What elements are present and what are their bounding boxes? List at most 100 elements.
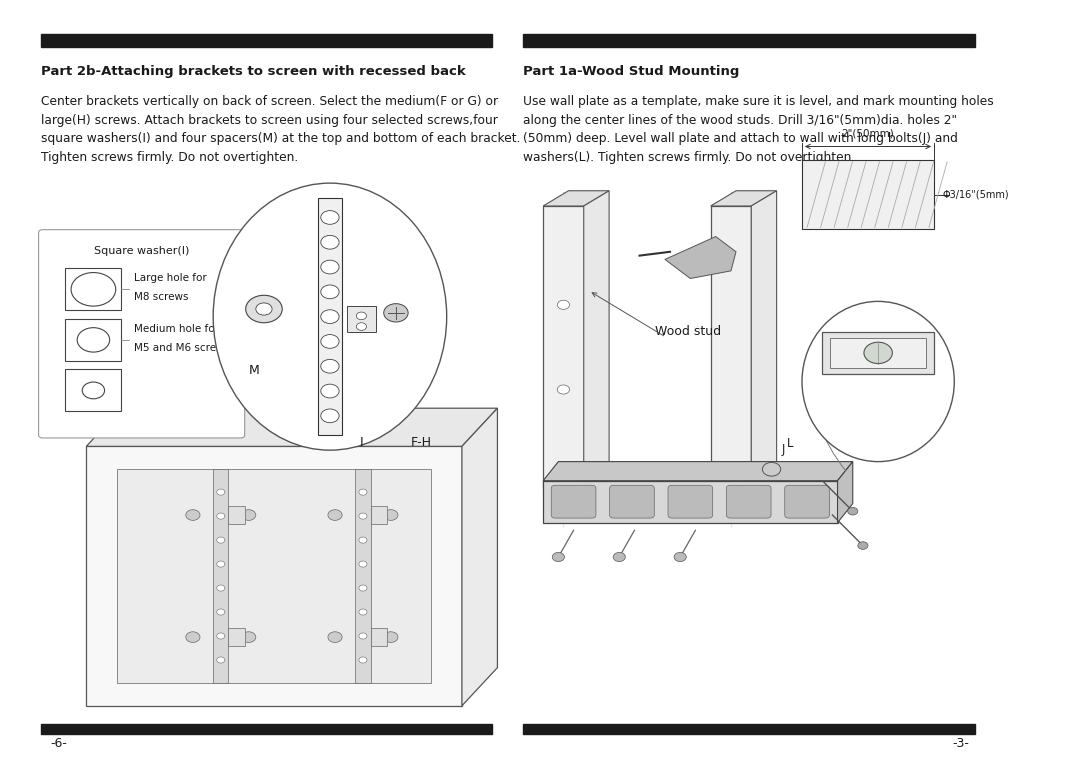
- Circle shape: [858, 542, 868, 549]
- Polygon shape: [543, 462, 853, 481]
- Bar: [66, 269, 121, 311]
- Ellipse shape: [213, 183, 447, 450]
- Text: F-H: F-H: [411, 436, 432, 449]
- Text: Medium hole for: Medium hole for: [134, 324, 219, 333]
- Circle shape: [557, 385, 569, 394]
- Text: Wood stud: Wood stud: [654, 325, 721, 339]
- Bar: [41, 724, 492, 734]
- Text: M5 and M6 screws: M5 and M6 screws: [134, 343, 230, 353]
- Text: M8 screws: M8 screws: [134, 292, 189, 302]
- Text: Large hole for: Large hole for: [134, 273, 206, 283]
- Circle shape: [217, 561, 225, 567]
- Circle shape: [71, 272, 116, 306]
- Text: Use wall plate as a template, make sure it is level, and mark mounting holes
alo: Use wall plate as a template, make sure …: [523, 95, 994, 164]
- Polygon shape: [462, 408, 498, 706]
- Circle shape: [217, 609, 225, 615]
- Circle shape: [356, 312, 366, 320]
- Circle shape: [552, 552, 565, 562]
- FancyBboxPatch shape: [609, 485, 654, 518]
- Circle shape: [356, 323, 366, 330]
- Circle shape: [245, 295, 282, 323]
- Polygon shape: [543, 191, 609, 206]
- Ellipse shape: [802, 301, 955, 462]
- FancyBboxPatch shape: [727, 485, 771, 518]
- Circle shape: [359, 609, 367, 615]
- Bar: [831, 338, 926, 368]
- Text: -6-: -6-: [51, 737, 68, 751]
- FancyBboxPatch shape: [669, 485, 713, 518]
- Bar: [523, 34, 974, 47]
- Bar: [228, 628, 245, 646]
- Polygon shape: [837, 462, 853, 523]
- Circle shape: [186, 510, 200, 520]
- Circle shape: [321, 359, 339, 373]
- Circle shape: [82, 382, 105, 399]
- Circle shape: [321, 285, 339, 299]
- Circle shape: [359, 633, 367, 639]
- Bar: [41, 34, 492, 47]
- Bar: [822, 332, 934, 374]
- Polygon shape: [665, 237, 735, 278]
- Circle shape: [359, 513, 367, 519]
- Bar: [318, 198, 342, 435]
- Circle shape: [359, 561, 367, 567]
- Bar: [543, 206, 583, 488]
- Circle shape: [321, 310, 339, 324]
- Circle shape: [217, 657, 225, 663]
- Circle shape: [186, 632, 200, 642]
- Circle shape: [217, 633, 225, 639]
- Circle shape: [328, 632, 342, 642]
- Circle shape: [77, 327, 110, 352]
- Text: Part 1a-Wood Stud Mounting: Part 1a-Wood Stud Mounting: [523, 65, 739, 78]
- Circle shape: [359, 537, 367, 543]
- Circle shape: [383, 510, 397, 520]
- Polygon shape: [711, 191, 777, 206]
- Bar: [66, 369, 121, 411]
- Polygon shape: [583, 191, 609, 488]
- Bar: [370, 628, 387, 646]
- Text: Φ3/16"(5mm): Φ3/16"(5mm): [942, 189, 1009, 200]
- Circle shape: [242, 510, 256, 520]
- Circle shape: [321, 385, 339, 398]
- Circle shape: [321, 260, 339, 274]
- Text: 2"(50mm): 2"(50mm): [841, 129, 894, 139]
- Bar: [370, 506, 387, 524]
- Polygon shape: [117, 469, 431, 683]
- FancyBboxPatch shape: [551, 485, 596, 518]
- Text: I: I: [360, 436, 363, 449]
- Circle shape: [557, 301, 569, 310]
- Bar: [355, 469, 370, 683]
- Bar: [802, 160, 934, 229]
- Circle shape: [864, 343, 892, 364]
- Text: M: M: [248, 363, 259, 377]
- Bar: [66, 319, 121, 361]
- Circle shape: [359, 489, 367, 495]
- Text: -3-: -3-: [953, 737, 970, 751]
- Polygon shape: [543, 481, 837, 523]
- Circle shape: [217, 537, 225, 543]
- Bar: [711, 206, 752, 488]
- Text: Bubble level: Bubble level: [839, 404, 917, 417]
- Text: L: L: [786, 437, 794, 450]
- Circle shape: [762, 462, 781, 476]
- Circle shape: [217, 489, 225, 495]
- Text: J: J: [782, 443, 785, 456]
- Circle shape: [328, 510, 342, 520]
- Circle shape: [613, 552, 625, 562]
- Circle shape: [359, 585, 367, 591]
- Polygon shape: [86, 408, 498, 446]
- Circle shape: [674, 552, 686, 562]
- Polygon shape: [86, 446, 462, 706]
- Circle shape: [217, 585, 225, 591]
- Circle shape: [217, 513, 225, 519]
- Bar: [347, 306, 376, 332]
- Circle shape: [321, 334, 339, 349]
- Text: Square washer(I): Square washer(I): [94, 246, 189, 256]
- FancyBboxPatch shape: [39, 230, 245, 438]
- Circle shape: [321, 236, 339, 249]
- Text: Center brackets vertically on back of screen. Select the medium(F or G) or
large: Center brackets vertically on back of sc…: [41, 95, 521, 164]
- Circle shape: [383, 304, 408, 322]
- Bar: [228, 506, 245, 524]
- Circle shape: [321, 211, 339, 224]
- Circle shape: [321, 409, 339, 423]
